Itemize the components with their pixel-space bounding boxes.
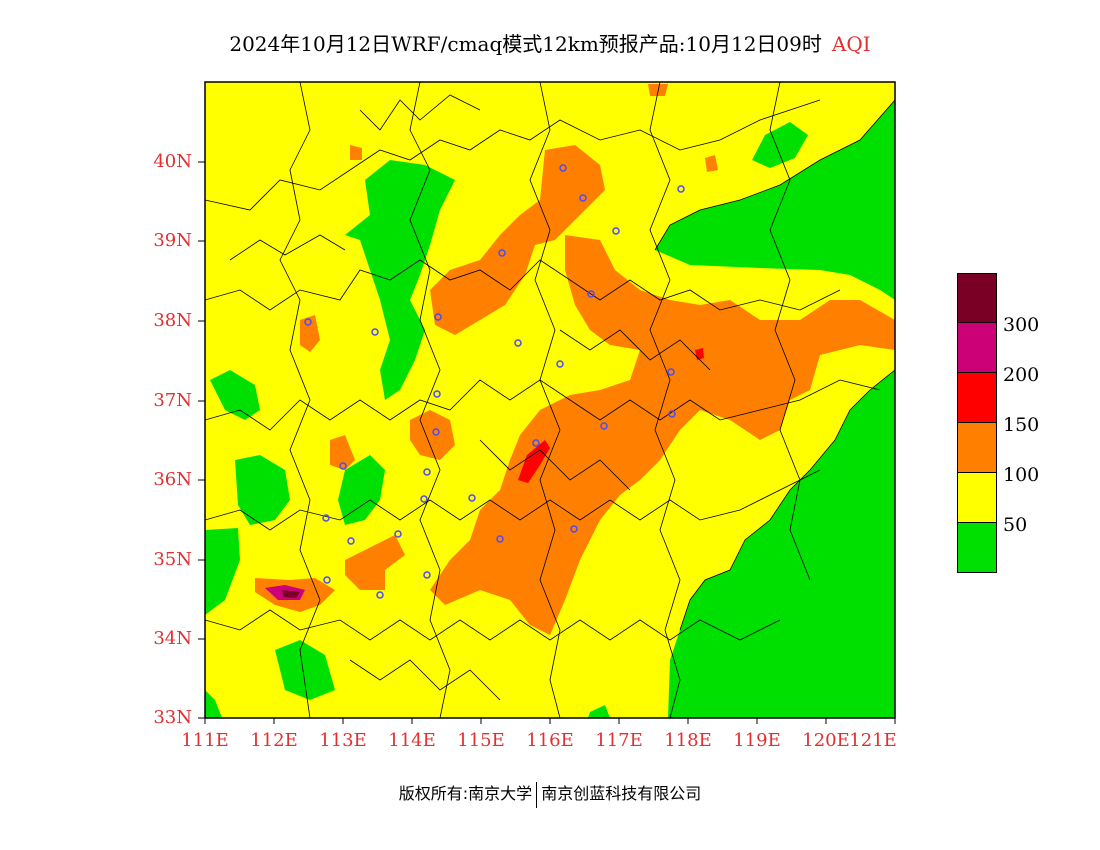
region-orange-small4 (350, 145, 362, 160)
city-marker (496, 535, 504, 543)
legend-label: 300 (1003, 314, 1040, 336)
region-orange-central (430, 235, 895, 635)
region-orange-north (430, 145, 605, 335)
lon-label: 116E (526, 730, 574, 751)
footer-right: 南京创蓝科技有限公司 (541, 784, 702, 803)
legend-label: 200 (1003, 364, 1040, 386)
region-green-east (655, 100, 895, 300)
lon-label: 120E (802, 730, 850, 751)
region-green-south2 (205, 690, 222, 718)
lat-label: 39N (153, 230, 192, 251)
city-marker (376, 591, 384, 599)
axis-ticks (198, 161, 896, 724)
legend-label: 50 (1003, 514, 1028, 536)
city-marker (514, 339, 522, 347)
city-marker (432, 428, 440, 436)
legend-swatch (957, 423, 997, 473)
lon-label: 114E (388, 730, 436, 751)
map-plot-area (205, 82, 895, 718)
region-green-west1 (210, 370, 260, 420)
legend-swatch (957, 323, 997, 373)
city-marker (322, 514, 330, 522)
city-marker (570, 525, 578, 533)
legend-swatch (957, 473, 997, 523)
aqi-legend (957, 273, 997, 573)
title-main: 2024年10月12日WRF/cmaq模式12km预报产品:10月12日09时 (229, 32, 822, 56)
lon-label: 118E (664, 730, 712, 751)
region-green-west3 (338, 455, 385, 525)
lon-label: 115E (457, 730, 505, 751)
city-markers (304, 164, 685, 599)
city-marker (600, 422, 608, 430)
city-marker (371, 328, 379, 336)
city-marker (579, 194, 587, 202)
city-marker (347, 537, 355, 545)
city-marker (423, 571, 431, 579)
city-marker (667, 368, 675, 376)
city-marker (434, 313, 442, 321)
lon-label: 121E (849, 730, 897, 751)
lat-label: 34N (153, 628, 192, 649)
admin-boundaries (205, 82, 895, 718)
legend-label: 150 (1003, 414, 1040, 436)
city-marker (420, 495, 428, 503)
lat-label: 35N (153, 549, 192, 570)
lat-label: 37N (153, 390, 192, 411)
city-marker (532, 439, 540, 447)
city-marker (468, 494, 476, 502)
lon-label: 119E (733, 730, 781, 751)
region-green-south1 (275, 640, 335, 700)
lon-label: 111E (181, 730, 229, 751)
region-orange-small5 (705, 155, 718, 172)
region-green-southwest (205, 528, 240, 615)
legend-swatch (957, 373, 997, 423)
region-red-core (518, 440, 550, 483)
lon-label: 113E (319, 730, 367, 751)
city-marker (323, 576, 331, 584)
region-green-northeast (752, 122, 808, 168)
lat-label: 33N (153, 707, 192, 728)
city-marker (433, 390, 441, 398)
legend-swatch (957, 273, 997, 323)
region-orange-small3 (330, 435, 355, 470)
region-orange-west-belt (345, 535, 405, 590)
legend-label: 100 (1003, 464, 1040, 486)
lon-label: 117E (595, 730, 643, 751)
region-purple-hotspot (282, 590, 300, 598)
title-variable: AQI (831, 32, 871, 56)
city-marker (612, 227, 620, 235)
city-marker (668, 410, 676, 418)
city-marker (677, 185, 685, 193)
legend-swatch (957, 523, 997, 573)
region-green-taihang (345, 160, 455, 400)
city-marker (394, 530, 402, 538)
lat-label: 36N (153, 469, 192, 490)
region-green-southeast (668, 370, 895, 718)
city-marker (498, 249, 506, 257)
city-marker (304, 318, 312, 326)
footer-separator (536, 781, 538, 808)
lon-label: 112E (250, 730, 298, 751)
copyright-footer: 版权所有:南京大学 南京创蓝科技有限公司 (0, 780, 1100, 808)
city-marker (587, 290, 595, 298)
region-green-west2 (235, 455, 290, 525)
city-marker (559, 164, 567, 172)
map-title: 2024年10月12日WRF/cmaq模式12km预报产品:10月12日09时 A… (0, 28, 1100, 57)
lat-label: 38N (153, 310, 192, 331)
city-marker (556, 360, 564, 368)
lat-label: 40N (153, 151, 192, 172)
region-green-south3 (588, 705, 610, 718)
footer-left: 版权所有:南京大学 (398, 784, 533, 803)
city-marker (339, 462, 347, 470)
city-marker (423, 468, 431, 476)
